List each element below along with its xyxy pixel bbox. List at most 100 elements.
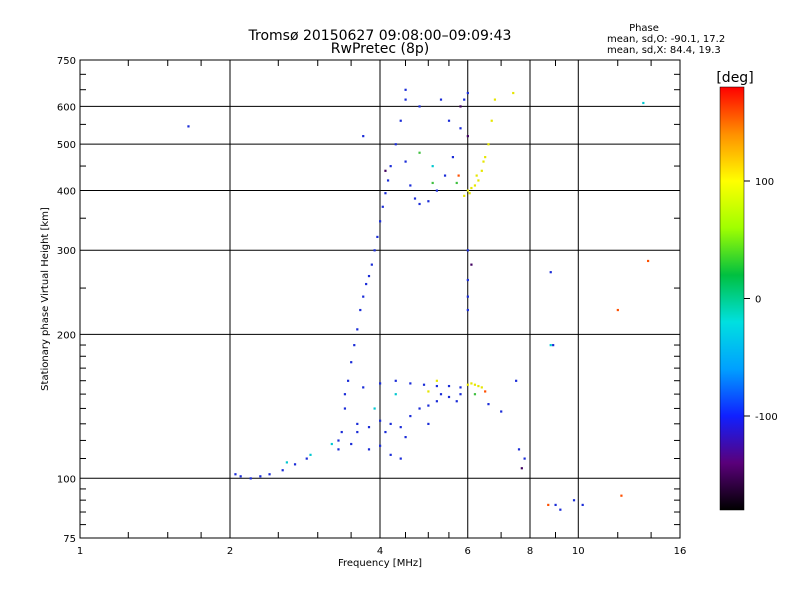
y-tick-label: 400 (57, 186, 76, 197)
data-point (389, 165, 392, 168)
data-point (384, 192, 387, 195)
data-point (427, 422, 430, 426)
data-point (480, 386, 483, 389)
data-point (379, 419, 382, 422)
data-point (353, 344, 356, 347)
chart-subtitle: RwPretec (8p) (331, 41, 429, 57)
data-point (466, 249, 469, 252)
data-point (427, 404, 430, 407)
data-point (394, 393, 397, 396)
data-point (552, 344, 555, 347)
data-point (554, 503, 557, 507)
data-point (268, 473, 271, 476)
data-point (305, 457, 308, 460)
grid-lines (80, 60, 680, 538)
data-point (463, 98, 466, 101)
data-point (466, 189, 469, 192)
data-point (581, 503, 584, 507)
data-point (466, 135, 469, 138)
data-point (520, 467, 523, 470)
data-point (646, 259, 650, 263)
data-point (473, 383, 477, 386)
y-axis-ticks: 75 100 200 300 400 500 600 750 (57, 56, 680, 545)
data-point (463, 194, 466, 197)
data-point (549, 271, 552, 274)
data-point (386, 179, 390, 182)
data-point (356, 422, 359, 426)
data-point (418, 202, 421, 206)
data-point (427, 200, 430, 203)
data-point (249, 477, 252, 480)
data-point (512, 91, 515, 95)
data-points (187, 88, 650, 511)
data-point (523, 457, 526, 460)
data-point (281, 469, 284, 472)
data-point (439, 393, 443, 396)
data-point (394, 379, 397, 382)
data-point (422, 383, 426, 386)
colorbar-tick-label: 0 (755, 295, 761, 306)
y-tick-label: 200 (57, 330, 76, 341)
data-point (435, 384, 438, 388)
data-point (293, 463, 297, 466)
data-point (480, 169, 483, 172)
data-point (418, 105, 421, 108)
data-point (435, 189, 438, 192)
data-point (337, 439, 340, 442)
data-point (404, 435, 407, 439)
data-point (431, 165, 434, 168)
data-point (399, 426, 402, 429)
data-point (367, 448, 371, 451)
data-point (515, 379, 518, 382)
x-tick-label: 16 (674, 546, 687, 557)
data-point (343, 393, 347, 396)
stats-x: mean, sd,X: 84.4, 19.3 (607, 45, 721, 56)
data-point (455, 400, 458, 403)
x-tick-label: 2 (227, 546, 233, 557)
data-point (459, 393, 462, 396)
y-tick-label: 75 (63, 534, 76, 545)
data-point (473, 184, 477, 187)
data-point (404, 88, 407, 91)
data-point (376, 235, 379, 239)
data-point (473, 393, 477, 396)
colorbar-tick-label: -100 (755, 412, 778, 423)
data-point (409, 184, 412, 187)
x-tick-label: 1 (77, 546, 83, 557)
data-point (493, 98, 497, 101)
data-point (466, 278, 469, 282)
y-tick-label: 750 (57, 56, 76, 67)
data-point (340, 430, 343, 434)
x-tick-label: 10 (572, 546, 585, 557)
data-point (346, 379, 350, 382)
data-point (356, 430, 359, 434)
data-point (620, 494, 623, 497)
data-point (439, 98, 443, 101)
data-point (447, 119, 451, 122)
data-point (466, 91, 469, 95)
data-point (384, 430, 387, 434)
data-point (484, 156, 487, 159)
data-point (431, 181, 434, 185)
data-point (367, 426, 371, 429)
data-point (549, 344, 552, 347)
data-point (379, 444, 382, 447)
y-tick-label: 300 (57, 246, 76, 257)
data-point (517, 448, 521, 451)
x-tick-label: 8 (527, 546, 533, 557)
data-point (404, 160, 407, 163)
data-point (490, 119, 493, 122)
data-point (484, 390, 487, 393)
data-point (616, 308, 619, 312)
x-axis-label: Frequency [MHz] (338, 558, 422, 569)
data-point (379, 382, 382, 385)
data-point (459, 105, 462, 108)
data-point (362, 295, 365, 298)
data-point (285, 461, 288, 464)
data-point (477, 179, 480, 182)
colorbar (719, 86, 745, 511)
data-point (404, 98, 407, 101)
data-point (482, 160, 485, 163)
data-point (447, 395, 451, 399)
